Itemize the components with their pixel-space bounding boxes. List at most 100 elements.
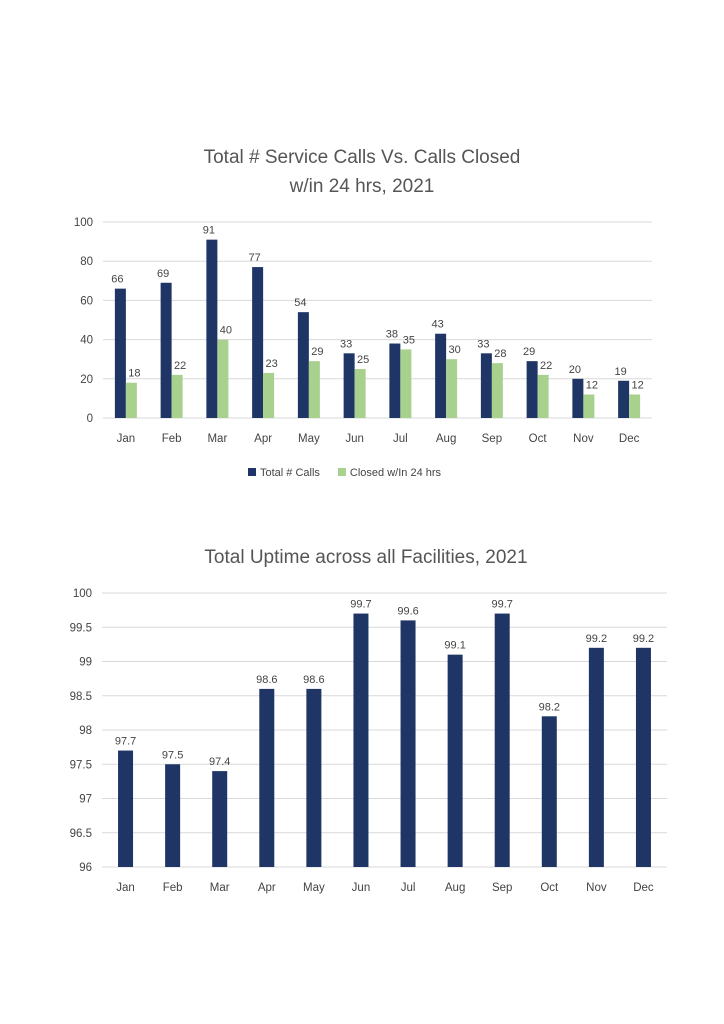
- x-tick-label: Apr: [258, 882, 276, 894]
- x-tick-label: Nov: [586, 882, 607, 894]
- x-tick-label: May: [303, 882, 325, 894]
- bar-uptime-sep: [494, 613, 510, 867]
- x-tick-label: Mar: [210, 882, 230, 894]
- bar-uptime-jan: [118, 750, 134, 867]
- x-tick-label: Jul: [401, 882, 416, 894]
- legend-label: Closed w/In 24 hrs: [350, 467, 442, 479]
- bar-uptime-aug: [447, 654, 463, 867]
- x-tick-label: Jun: [352, 882, 371, 894]
- x-tick-label: Aug: [445, 882, 465, 894]
- bar-closed-w-in-24-hrs-mar: [217, 339, 229, 418]
- x-tick-label: Sep: [482, 433, 502, 445]
- bar-uptime-jun: [353, 613, 369, 867]
- data-label: 54: [294, 297, 306, 309]
- data-label: 97.4: [209, 756, 230, 768]
- data-label: 97.5: [162, 749, 183, 761]
- data-label: 99.2: [586, 633, 607, 645]
- bar-uptime-jul: [400, 620, 416, 867]
- data-label: 98.6: [303, 674, 324, 686]
- y-tick-label: 100: [74, 217, 93, 229]
- x-tick-label: May: [298, 433, 320, 445]
- bar-closed-w-in-24-hrs-jul: [400, 349, 412, 418]
- y-tick-label: 97.5: [70, 759, 92, 771]
- data-label: 20: [569, 364, 581, 376]
- x-tick-label: Feb: [163, 882, 183, 894]
- x-tick-label: Jun: [345, 433, 364, 445]
- y-tick-label: 60: [80, 295, 93, 307]
- data-label: 77: [249, 252, 261, 264]
- data-label: 25: [357, 354, 369, 366]
- data-label: 29: [311, 346, 323, 358]
- bar-closed-w-in-24-hrs-dec: [629, 394, 641, 418]
- data-label: 43: [432, 319, 444, 331]
- x-tick-label: Jan: [116, 882, 135, 894]
- x-tick-label: Jul: [393, 433, 408, 445]
- data-label: 66: [111, 274, 123, 286]
- bar-closed-w-in-24-hrs-jan: [125, 382, 137, 418]
- y-tick-label: 96.5: [70, 828, 92, 840]
- data-label: 69: [157, 268, 169, 280]
- data-label: 19: [615, 366, 627, 378]
- y-tick-label: 97: [79, 794, 92, 806]
- bar-closed-w-in-24-hrs-apr: [263, 372, 275, 418]
- bar-uptime-dec: [635, 647, 651, 867]
- data-label: 22: [174, 360, 186, 372]
- legend-label: Total # Calls: [260, 467, 320, 479]
- data-label: 22: [540, 360, 552, 372]
- bar-uptime-mar: [212, 771, 228, 867]
- y-tick-label: 40: [80, 335, 93, 347]
- y-tick-label: 80: [80, 256, 93, 268]
- legend-swatch: [248, 468, 256, 476]
- data-label: 99.2: [633, 633, 654, 645]
- data-label: 99.6: [397, 605, 418, 617]
- bar-total-calls-may: [297, 312, 309, 418]
- data-label: 98.2: [539, 701, 560, 713]
- data-label: 30: [449, 344, 461, 356]
- y-tick-label: 0: [87, 413, 93, 425]
- bar-closed-w-in-24-hrs-may: [308, 361, 320, 418]
- y-tick-label: 99.5: [70, 622, 92, 634]
- y-tick-label: 20: [80, 374, 93, 386]
- chart-title-line-1: Total # Service Calls Vs. Calls Closed: [204, 147, 521, 168]
- x-tick-label: Nov: [573, 433, 594, 445]
- bar-total-calls-jul: [389, 343, 401, 418]
- y-tick-label: 100: [73, 588, 92, 600]
- chart-title-line-2: w/in 24 hrs, 2021: [289, 176, 435, 197]
- data-label: 28: [494, 348, 506, 360]
- bar-total-calls-dec: [618, 380, 630, 418]
- data-label: 12: [632, 379, 644, 391]
- x-tick-label: Apr: [254, 433, 272, 445]
- bar-total-calls-jun: [343, 353, 355, 418]
- bar-closed-w-in-24-hrs-oct: [537, 374, 549, 418]
- data-label: 23: [266, 358, 278, 370]
- x-tick-label: Sep: [492, 882, 512, 894]
- x-tick-label: Dec: [633, 882, 654, 894]
- data-label: 18: [128, 368, 140, 380]
- legend-swatch: [337, 468, 346, 476]
- bar-uptime-apr: [259, 688, 275, 867]
- data-label: 35: [403, 334, 415, 346]
- x-tick-label: Feb: [162, 433, 182, 445]
- bar-total-calls-oct: [526, 361, 538, 418]
- data-label: 33: [477, 338, 489, 350]
- data-label: 91: [203, 225, 215, 237]
- data-label: 29: [523, 346, 535, 358]
- x-tick-label: Mar: [207, 433, 227, 445]
- bar-uptime-oct: [541, 716, 557, 867]
- x-tick-label: Oct: [529, 433, 548, 445]
- bar-uptime-feb: [165, 764, 181, 867]
- bar-total-calls-jan: [114, 288, 126, 418]
- x-tick-label: Oct: [540, 882, 559, 894]
- data-label: 98.6: [256, 674, 277, 686]
- bar-total-calls-nov: [572, 378, 584, 418]
- bar-uptime-may: [306, 688, 322, 867]
- data-label: 99.1: [444, 640, 465, 652]
- x-tick-label: Dec: [619, 433, 640, 445]
- data-label: 33: [340, 338, 352, 350]
- data-label: 38: [386, 329, 398, 341]
- y-tick-label: 98.5: [70, 691, 92, 703]
- bar-total-calls-apr: [252, 267, 264, 418]
- data-label: 40: [220, 325, 232, 337]
- bar-uptime-nov: [588, 647, 604, 867]
